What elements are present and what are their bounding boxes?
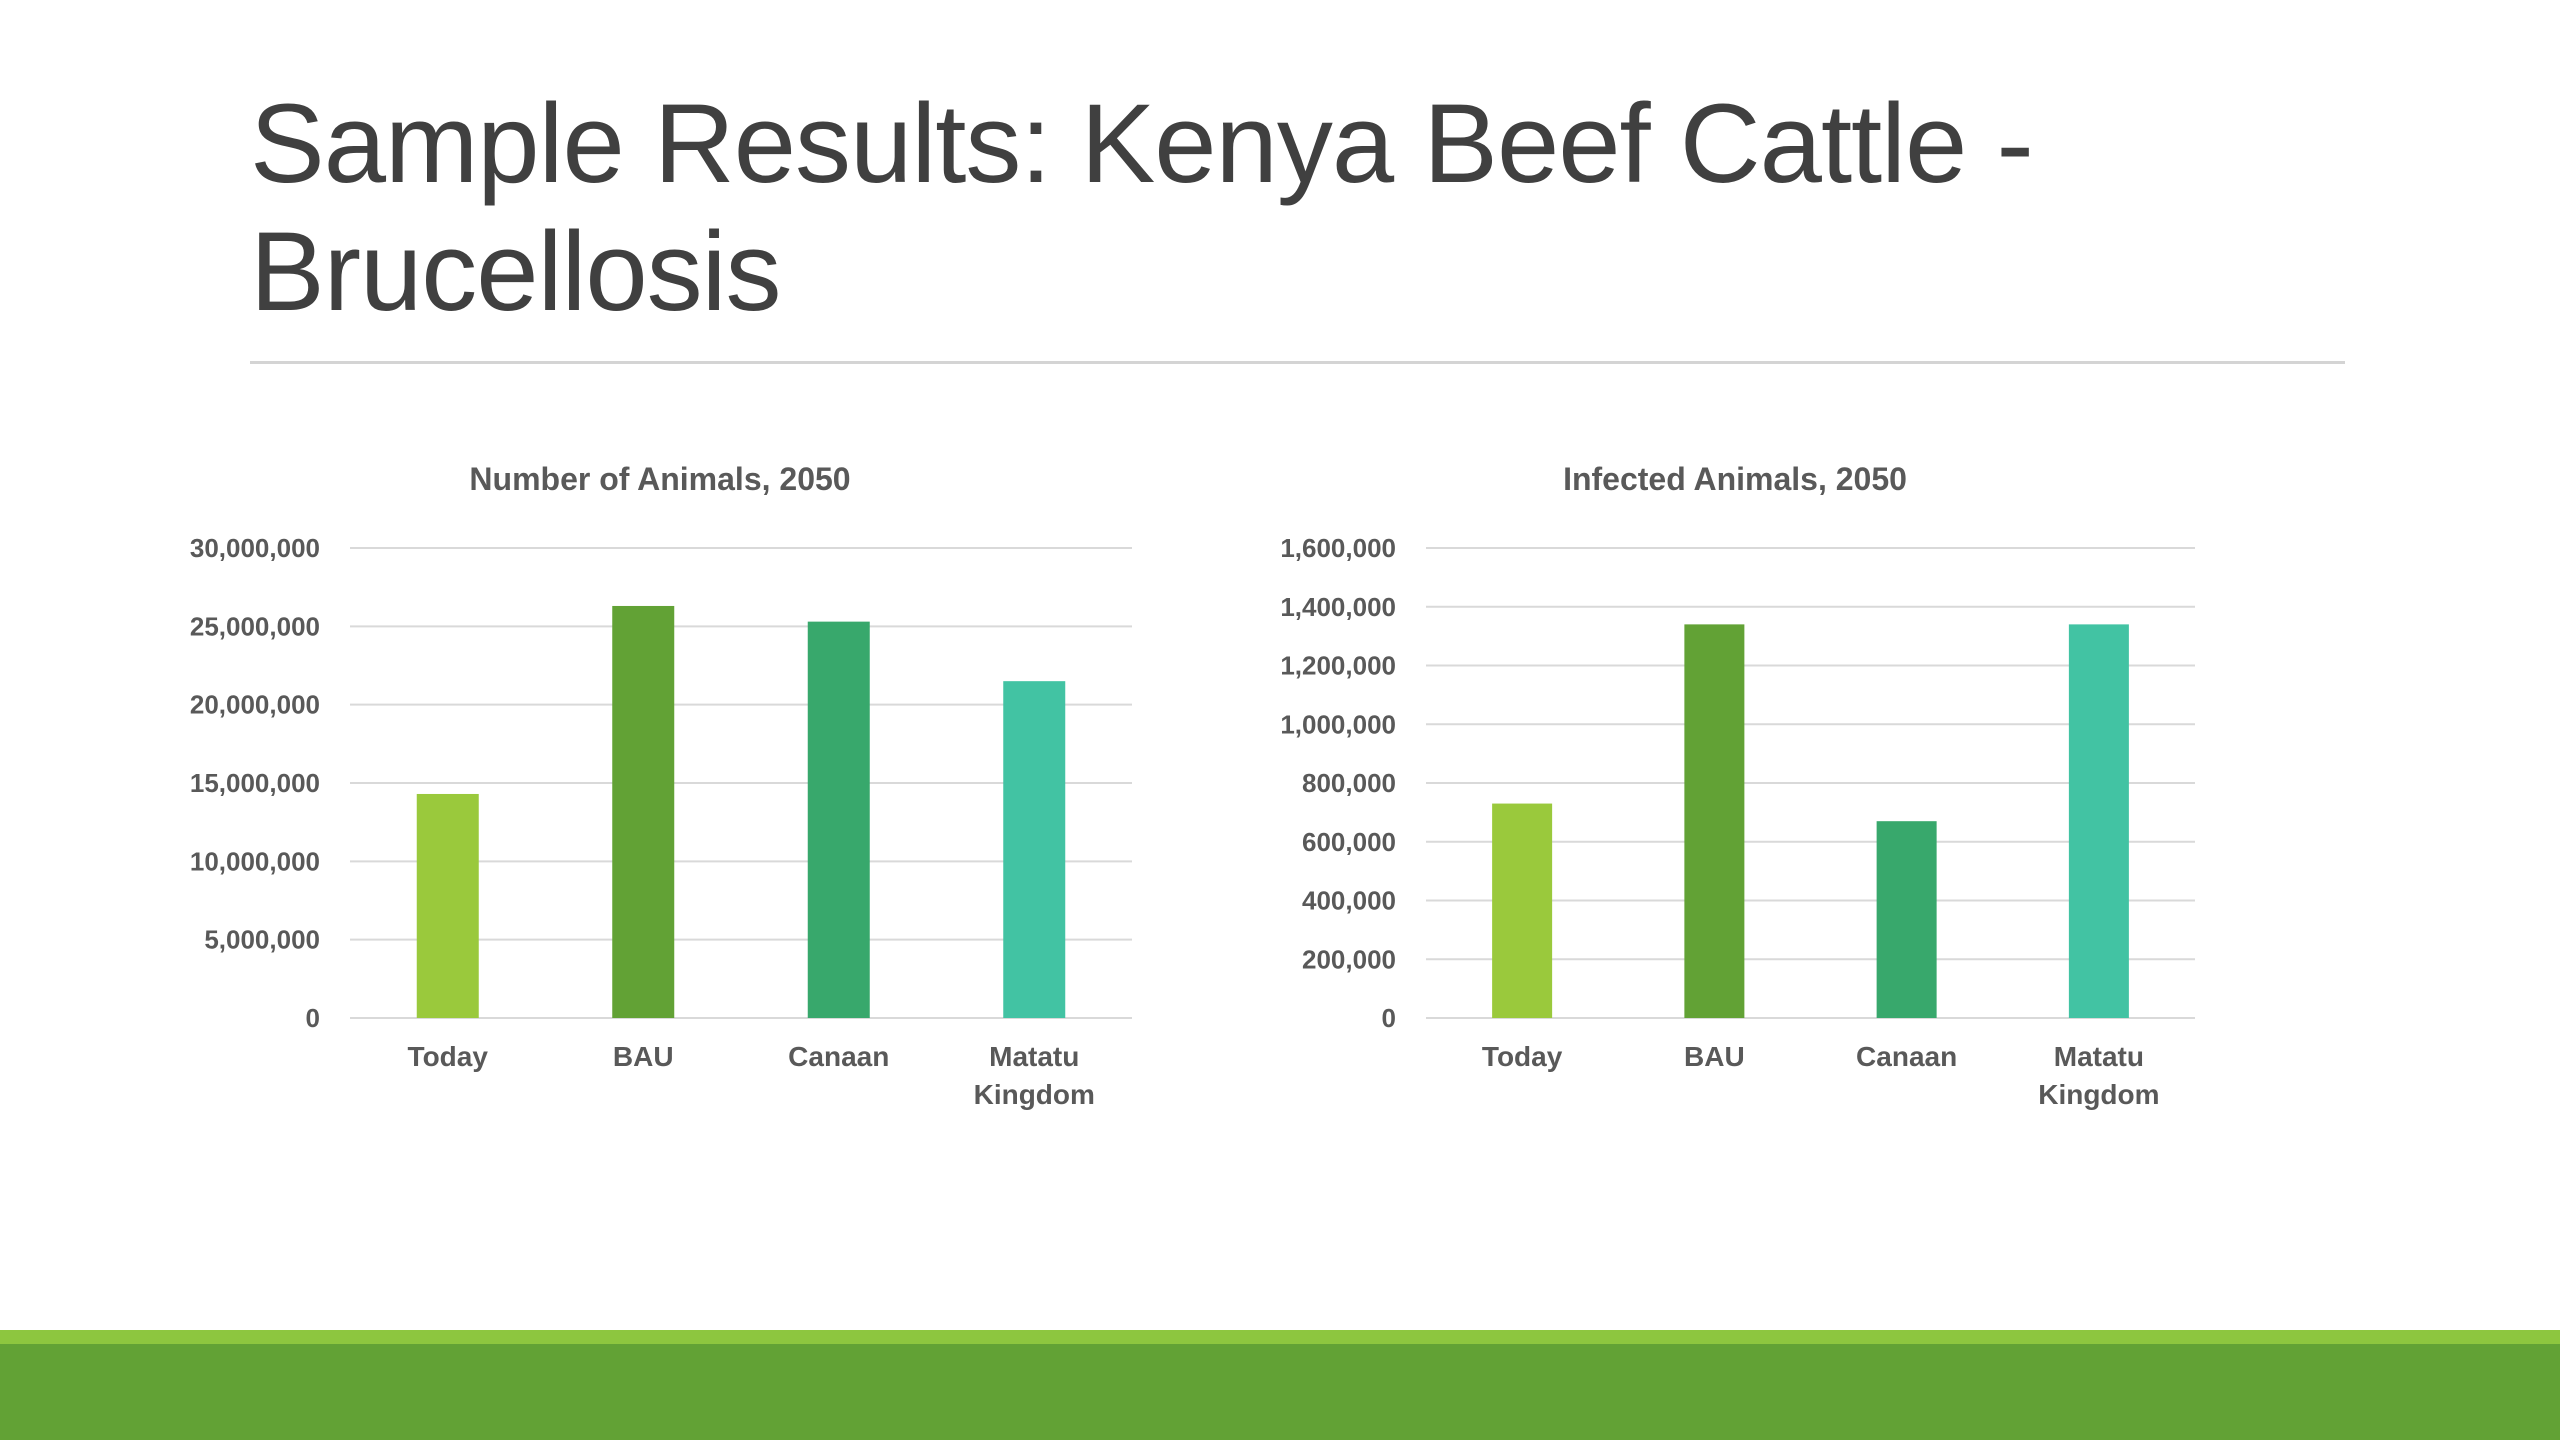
x-category-label-line: BAU — [613, 1041, 674, 1072]
x-category-label-line: Matatu — [989, 1041, 1079, 1072]
x-axis-categories: Today BAU Canaan Matatu Kingdom — [408, 1041, 1095, 1110]
footer-band — [0, 1344, 2560, 1440]
chart-title: Number of Animals, 2050 — [469, 461, 850, 497]
y-tick-label: 0 — [1382, 1003, 1396, 1033]
slide-title: Sample Results: Kenya Beef Cattle - Bruc… — [250, 81, 2034, 334]
bar — [807, 621, 870, 1018]
y-axis-ticks: 0 5,000,000 10,000,000 15,000,000 20,000,000… — [190, 533, 320, 1033]
y-tick-label: 600,000 — [1302, 827, 1396, 857]
footer-accent-band — [0, 1330, 2560, 1344]
y-tick-label: 10,000,000 — [190, 846, 320, 876]
x-category-label: Matatu Kingdom — [974, 1041, 1095, 1110]
y-tick-label: 1,400,000 — [1280, 592, 1396, 622]
x-category-label-line: Canaan — [1856, 1041, 1957, 1072]
x-category-label: Today — [408, 1041, 489, 1072]
y-tick-label: 0 — [306, 1003, 320, 1033]
bar — [612, 605, 675, 1018]
x-category-label-line: BAU — [1684, 1041, 1745, 1072]
chart-number-of-animals: Number of Animals, 2050 0 5,000,000 10,000… — [190, 461, 1132, 1110]
gridlines — [350, 547, 1132, 1019]
y-tick-label: 15,000,000 — [190, 768, 320, 798]
x-category-label: Matatu Kingdom — [2038, 1041, 2159, 1110]
bar — [1003, 681, 1066, 1018]
y-tick-label: 20,000,000 — [190, 690, 320, 720]
y-tick-label: 25,000,000 — [190, 611, 320, 641]
x-category-label-line: Canaan — [788, 1041, 889, 1072]
y-tick-label: 30,000,000 — [190, 533, 320, 563]
bar — [1684, 624, 1745, 1018]
y-tick-label: 1,200,000 — [1280, 651, 1396, 681]
gridlines — [1426, 547, 2195, 1019]
y-tick-label: 1,600,000 — [1280, 533, 1396, 563]
x-category-label: Canaan — [1856, 1041, 1957, 1072]
y-tick-label: 200,000 — [1302, 944, 1396, 974]
chart-title: Infected Animals, 2050 — [1563, 461, 1907, 497]
bars — [416, 605, 1066, 1018]
x-category-label: BAU — [613, 1041, 674, 1072]
x-category-label-line: Today — [408, 1041, 489, 1072]
y-tick-label: 5,000,000 — [204, 925, 320, 955]
bar — [1492, 803, 1553, 1018]
x-axis-categories: Today BAU Canaan Matatu Kingdom — [1482, 1041, 2160, 1110]
x-category-label: BAU — [1684, 1041, 1745, 1072]
x-category-label: Today — [1482, 1041, 1563, 1072]
bar — [2068, 624, 2129, 1018]
x-category-label-line: Kingdom — [974, 1079, 1095, 1110]
bar — [1876, 821, 1937, 1018]
x-category-label-line: Matatu — [2054, 1041, 2144, 1072]
y-tick-label: 800,000 — [1302, 768, 1396, 798]
x-category-label-line: Today — [1482, 1041, 1563, 1072]
title-divider — [250, 361, 2345, 364]
y-tick-label: 400,000 — [1302, 886, 1396, 916]
chart-infected-animals: Infected Animals, 2050 0 200,000 400,000 60… — [1280, 461, 2195, 1110]
y-tick-label: 1,000,000 — [1280, 709, 1396, 739]
y-axis-ticks: 0 200,000 400,000 600,000 800,000 1,000,000 1,… — [1280, 533, 1396, 1033]
bars — [1492, 624, 2129, 1018]
bar — [416, 793, 479, 1018]
x-category-label: Canaan — [788, 1041, 889, 1072]
x-category-label-line: Kingdom — [2038, 1079, 2159, 1110]
